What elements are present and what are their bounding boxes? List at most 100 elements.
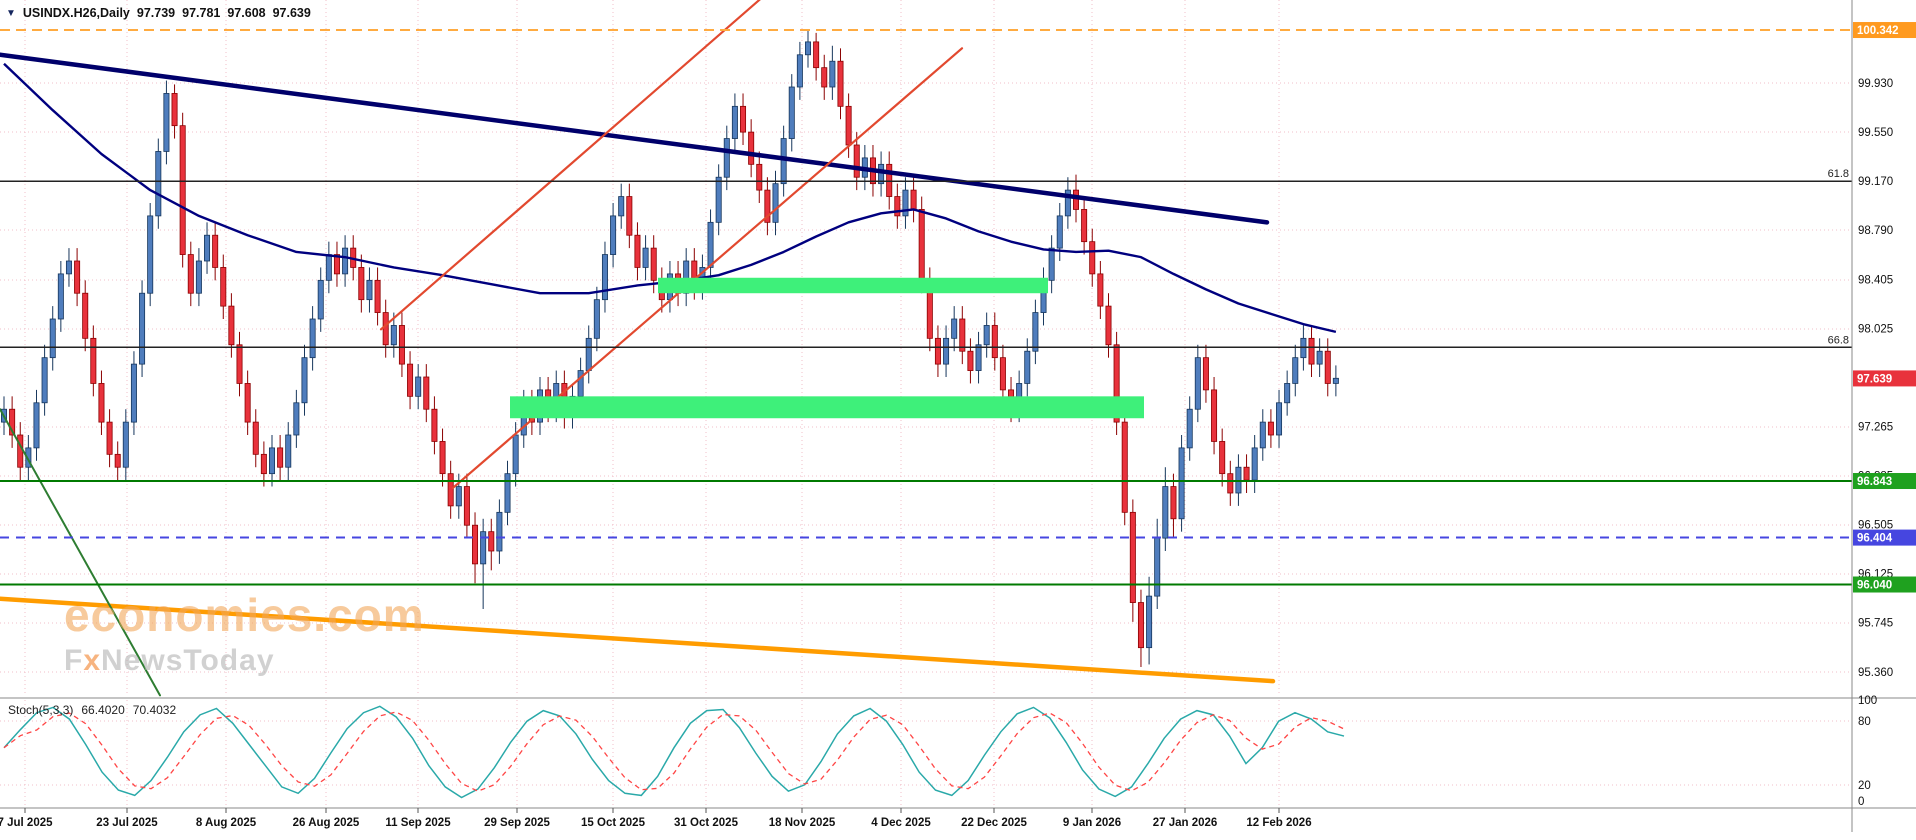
candle (642, 235, 649, 281)
stochastic-label: Stoch(5,3,3) 66.4020 70.4032 (8, 703, 176, 717)
price-axis-label: 99.170 (1858, 176, 1893, 188)
candle (610, 203, 617, 268)
date-axis-label: 12 Feb 2026 (1246, 817, 1311, 829)
candle (967, 338, 974, 384)
stoch-k-value: 66.4020 (81, 703, 125, 717)
candle (1308, 325, 1315, 377)
drawn-objects[interactable] (0, 0, 1276, 697)
candle (1276, 389, 1283, 448)
date-axis-label: 31 Oct 2025 (674, 817, 739, 829)
date-axis-label: 18 Nov 2025 (769, 817, 836, 829)
candle (1146, 576, 1153, 665)
candle (333, 241, 340, 287)
resistance-zone[interactable] (658, 277, 1048, 294)
candle (1137, 589, 1144, 667)
candle (1292, 344, 1299, 397)
candle (439, 428, 446, 487)
candle (317, 267, 324, 332)
svg-text:96.404: 96.404 (1857, 533, 1893, 545)
candle (187, 241, 194, 307)
stoch-axis-label: 100 (1858, 695, 1877, 707)
date-axis-label: 4 Dec 2025 (871, 817, 931, 829)
candle (130, 351, 137, 435)
candle (139, 280, 146, 377)
symbol-dropdown-icon[interactable]: ▼ (6, 7, 16, 19)
price-zones[interactable] (510, 277, 1144, 419)
ohlc-high: 97.781 (182, 6, 221, 20)
candle (813, 32, 820, 81)
candle (951, 306, 958, 352)
price-axis-label: 96.505 (1858, 520, 1893, 532)
candle (723, 125, 730, 191)
price-axis[interactable]: 99.930 99.550 99.170 98.790 98.405 98.025 97.2… (1828, 22, 1916, 679)
candle (277, 435, 284, 481)
candle (1178, 435, 1185, 532)
candle (293, 389, 300, 448)
descending-support-orange[interactable] (0, 596, 1276, 684)
candle (366, 267, 373, 313)
candle (309, 306, 316, 371)
moving-average-line (3, 62, 1337, 334)
candle (9, 396, 16, 448)
candle (74, 248, 81, 307)
price-badge-96.843: 96.843 (1853, 473, 1916, 490)
candle (715, 164, 722, 236)
candle (1219, 428, 1226, 487)
price-badge-100.342: 100.342 (1853, 22, 1916, 39)
candle (488, 518, 495, 571)
candle (342, 235, 349, 287)
candle (788, 74, 795, 152)
candle (1316, 338, 1323, 377)
stoch-axis-label: 0 (1858, 796, 1864, 808)
ascending-channel-upper[interactable] (379, 0, 761, 331)
candle (1284, 370, 1291, 416)
date-axis[interactable]: 7 Jul 2025 23 Jul 2025 8 Aug 2025 26 Aug 20… (0, 808, 1312, 829)
horizontal-levels[interactable] (0, 29, 1852, 586)
ohlc-low: 97.608 (227, 6, 266, 20)
ohlc-open: 97.739 (136, 6, 176, 20)
candle (740, 93, 747, 145)
price-badge-96.040: 96.040 (1853, 576, 1916, 593)
price-axis-label: 95.745 (1858, 618, 1893, 630)
candle (983, 312, 990, 358)
candle (618, 183, 625, 229)
candle (285, 422, 292, 481)
descending-trendline-navy[interactable] (0, 52, 1270, 225)
date-axis-label: 7 Jul 2025 (0, 817, 53, 829)
steep-trendline-green[interactable] (0, 408, 161, 697)
date-axis-label: 22 Dec 2025 (961, 817, 1027, 829)
candle (748, 119, 755, 178)
candle (934, 325, 941, 377)
candle (106, 409, 113, 468)
symbol-name: USINDX.H26,Daily (22, 6, 130, 20)
candle (959, 306, 966, 365)
svg-text:96.040: 96.040 (1857, 580, 1892, 592)
candle (1259, 409, 1266, 461)
candle (244, 370, 251, 435)
price-axis-label: 95.360 (1858, 667, 1893, 679)
date-axis-label: 23 Jul 2025 (96, 817, 158, 829)
candle (195, 248, 202, 307)
svg-text:100.342: 100.342 (1857, 25, 1899, 37)
candle (1202, 344, 1209, 403)
candle (837, 48, 844, 120)
candle (731, 93, 738, 152)
candle (975, 331, 982, 384)
candle (1227, 460, 1234, 506)
date-axis-label: 8 Aug 2025 (196, 817, 257, 829)
candle (902, 177, 909, 229)
candle (463, 473, 470, 539)
support-zone[interactable] (510, 396, 1144, 419)
date-axis-label: 26 Aug 2025 (293, 817, 360, 829)
candle (626, 183, 633, 249)
candle (415, 364, 422, 410)
svg-text:96.843: 96.843 (1857, 476, 1892, 488)
candle (1048, 235, 1055, 294)
date-axis-label: 15 Oct 2025 (581, 817, 646, 829)
candle (212, 222, 219, 281)
candle (999, 344, 1006, 403)
candle (407, 351, 414, 410)
candle (1064, 177, 1071, 229)
